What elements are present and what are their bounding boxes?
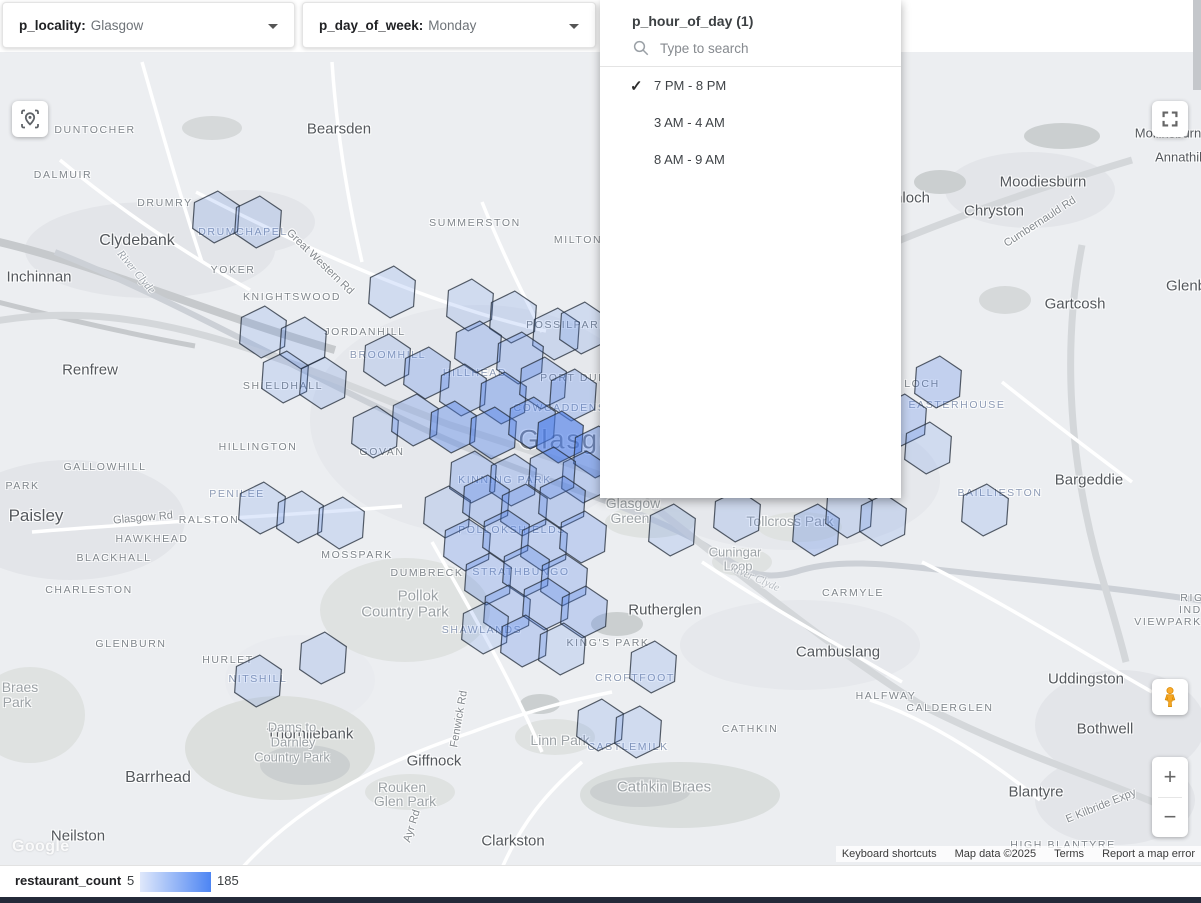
hour-option-label: 3 AM - 4 AM [654,115,725,130]
hex-cell[interactable] [629,639,678,694]
hex-cell[interactable] [500,613,549,668]
hex-cell[interactable] [713,488,762,543]
hex-cell[interactable] [238,480,287,535]
locality-filter-label: p_locality: [19,17,86,33]
hex-cell[interactable] [483,583,532,638]
day-of-week-filter-dropdown[interactable]: p_day_of_week: Monday [302,2,596,48]
locality-filter-value: Glasgow [90,17,144,33]
check-icon: ✓ [630,77,643,95]
fullscreen-button[interactable] [1152,101,1188,137]
zoom-out-button[interactable]: − [1163,804,1177,829]
fullscreen-icon [1162,111,1178,127]
hex-cell[interactable] [648,502,697,557]
hex-cell[interactable] [449,449,498,504]
hex-cell[interactable] [538,621,587,676]
hour-option-label: 8 AM - 9 AM [654,152,725,167]
hex-cell[interactable] [859,492,908,547]
hex-cell[interactable] [914,354,963,409]
zoom-control: + − [1152,757,1188,837]
hex-cell[interactable] [461,600,510,655]
hex-cell[interactable] [538,474,587,529]
hex-cell[interactable] [192,189,241,244]
hex-cell[interactable] [479,370,528,425]
chevron-down-icon [569,24,579,29]
hour-option-label: 7 PM - 8 PM [654,78,727,93]
zoom-in-button[interactable]: + [1163,764,1177,789]
hex-cell[interactable] [454,319,503,374]
google-logo: Google [12,838,70,855]
hex-cell[interactable] [464,551,513,606]
locality-filter-dropdown[interactable]: p_locality: Glasgow [2,2,295,48]
hour-of-day-search-row [600,29,901,67]
hex-cell[interactable] [528,445,577,500]
hex-cell[interactable] [446,277,495,332]
my-location-button[interactable] [12,101,48,137]
hex-cell[interactable] [519,355,568,410]
hex-cell[interactable] [299,630,348,685]
hex-cell[interactable] [469,405,518,460]
hex-cell[interactable] [614,704,663,759]
roads [31,61,1153,870]
hour-option-7pm-8pm[interactable]: ✓ 7 PM - 8 PM [600,67,901,104]
hex-cell[interactable] [403,345,452,400]
map-attribution: Keyboard shortcuts Map data ©2025 Terms … [835,846,1201,862]
hex-cell[interactable] [904,420,953,475]
legend-bar: restaurant_count 5 185 [0,865,1201,898]
hex-cell[interactable] [299,355,348,410]
hex-cell[interactable] [489,289,538,344]
hex-cell[interactable] [489,452,538,507]
hex-cell[interactable] [234,194,283,249]
hex-cell[interactable] [276,489,325,544]
report-map-error-link[interactable]: Report a map error [1102,848,1195,860]
day-of-week-filter-label: p_day_of_week: [319,17,424,33]
hex-cell[interactable] [317,495,366,550]
hex-cell[interactable] [234,653,283,708]
hex-cell[interactable] [239,304,288,359]
hex-cell[interactable] [496,330,545,385]
hex-cell[interactable] [522,576,571,631]
search-icon [633,40,649,56]
hex-cell[interactable] [961,482,1010,537]
terms-link[interactable]: Terms [1054,848,1085,860]
hour-option-8am-9am[interactable]: ✓ 8 AM - 9 AM [600,141,901,178]
hex-cell[interactable] [532,306,581,361]
legend-min-value: 5 [127,873,135,888]
map-data-text: Map data ©2025 [954,848,1037,860]
hex-cell[interactable] [368,264,417,319]
hex-cell[interactable] [792,502,841,557]
legend-max-value: 185 [217,873,239,888]
day-of-week-filter-value: Monday [428,17,477,33]
scrollbar[interactable] [1193,0,1201,90]
footer-bar [0,897,1201,903]
pegman-icon [1164,687,1176,707]
hour-option-3am-4am[interactable]: ✓ 3 AM - 4 AM [600,104,901,141]
zoom-divider [1158,796,1182,798]
hex-cell[interactable] [363,332,412,387]
keyboard-shortcuts-link[interactable]: Keyboard shortcuts [841,848,937,860]
hex-cell[interactable] [351,404,400,459]
hex-cell[interactable] [560,584,609,639]
chevron-down-icon [268,24,278,29]
legend-gradient-bar [140,872,211,892]
legend-metric-label: restaurant_count [15,873,122,888]
hour-of-day-panel-title: p_hour_of_day (1) [632,13,754,29]
hex-cell[interactable] [559,509,608,564]
location-pin-icon [21,109,39,129]
pegman-button[interactable] [1152,679,1188,715]
hour-of-day-filter-panel: p_hour_of_day (1) ✓ 7 PM - 8 PM ✓ 3 AM -… [600,0,901,498]
hour-of-day-search-input[interactable] [658,39,862,57]
